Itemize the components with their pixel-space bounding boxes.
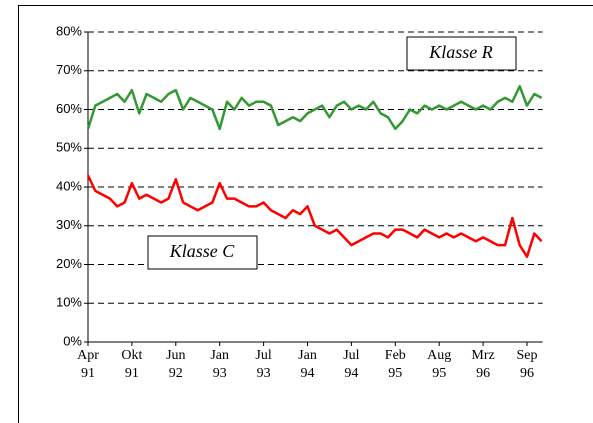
x-tick-label: Apr 91 <box>77 348 99 381</box>
frame <box>18 5 593 423</box>
x-tick-label: Jul 94 <box>343 348 360 381</box>
annotation-box <box>406 36 517 71</box>
y-tick-label: 20% <box>56 256 82 271</box>
y-tick-label: 30% <box>56 217 82 232</box>
y-tick-label: 40% <box>56 178 82 193</box>
annotation-box <box>147 235 258 270</box>
x-tick-label: Mrz 96 <box>471 348 495 381</box>
y-tick-label: 80% <box>56 23 82 38</box>
x-tick-label: Jan 94 <box>298 348 317 381</box>
x-tick-label: Feb 95 <box>384 348 406 381</box>
y-tick-label: 60% <box>56 101 82 116</box>
x-tick-label: Sep 96 <box>516 348 538 381</box>
x-tick-label: Aug 95 <box>427 348 452 381</box>
annotation: Klasse C <box>169 241 236 261</box>
y-tick-label: 70% <box>56 62 82 77</box>
y-tick-label: 0% <box>63 333 82 348</box>
line-series <box>86 85 543 131</box>
x-tick-label: Okt 91 <box>121 348 143 381</box>
annotation: Klasse R <box>428 42 493 62</box>
y-tick-label: 10% <box>56 295 82 310</box>
y-tick-label: 50% <box>56 140 82 155</box>
x-tick-label: Jun 92 <box>166 348 186 381</box>
line-series <box>86 174 543 258</box>
x-tick-label: Jan 93 <box>210 348 230 381</box>
x-tick-label: Jul 93 <box>255 348 272 381</box>
